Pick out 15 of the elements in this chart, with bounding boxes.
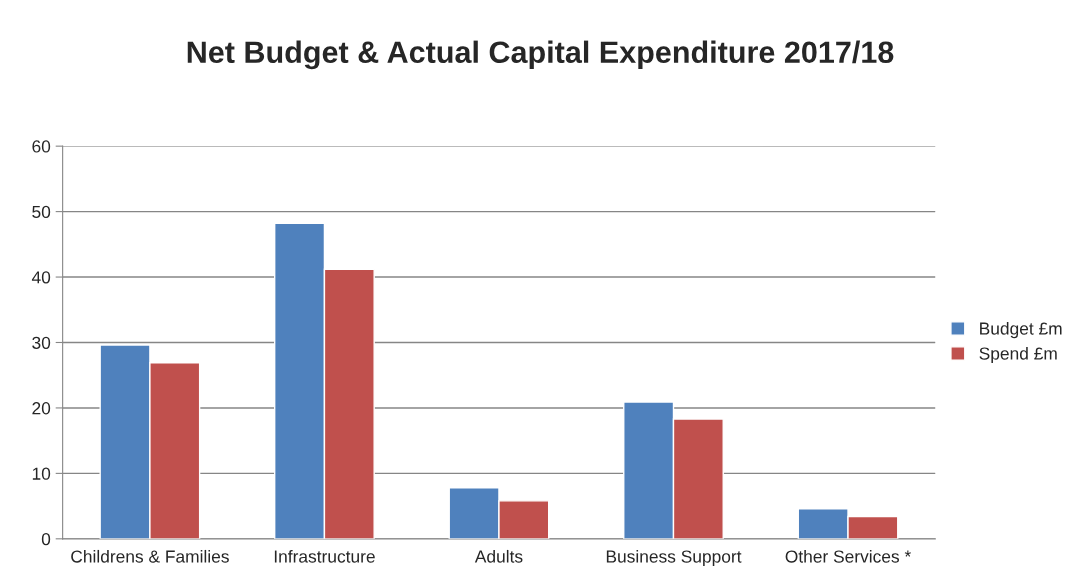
legend-label: Spend £m xyxy=(979,346,1057,364)
x-tick-label: Adults xyxy=(474,549,523,563)
legend-label: Budget £m xyxy=(980,321,1062,339)
y-tick-label: 0 xyxy=(41,532,51,546)
x-tick-label: Childrens & Families xyxy=(71,549,229,563)
y-tick-label: 50 xyxy=(32,205,51,219)
x-tick-label: Business Support xyxy=(606,549,742,567)
y-tick-label: 20 xyxy=(32,402,51,415)
y-tick-label: 10 xyxy=(32,467,51,480)
y-tick-label: 30 xyxy=(32,336,51,349)
y-tick-label: 60 xyxy=(32,140,51,153)
x-tick-label: Infrastructure xyxy=(274,549,375,563)
x-tick-label: Other Services * xyxy=(785,549,911,563)
y-tick-label: 40 xyxy=(31,271,51,284)
chart-title: Net Budget & Actual Capital Expenditure 2017/18 xyxy=(187,40,894,70)
